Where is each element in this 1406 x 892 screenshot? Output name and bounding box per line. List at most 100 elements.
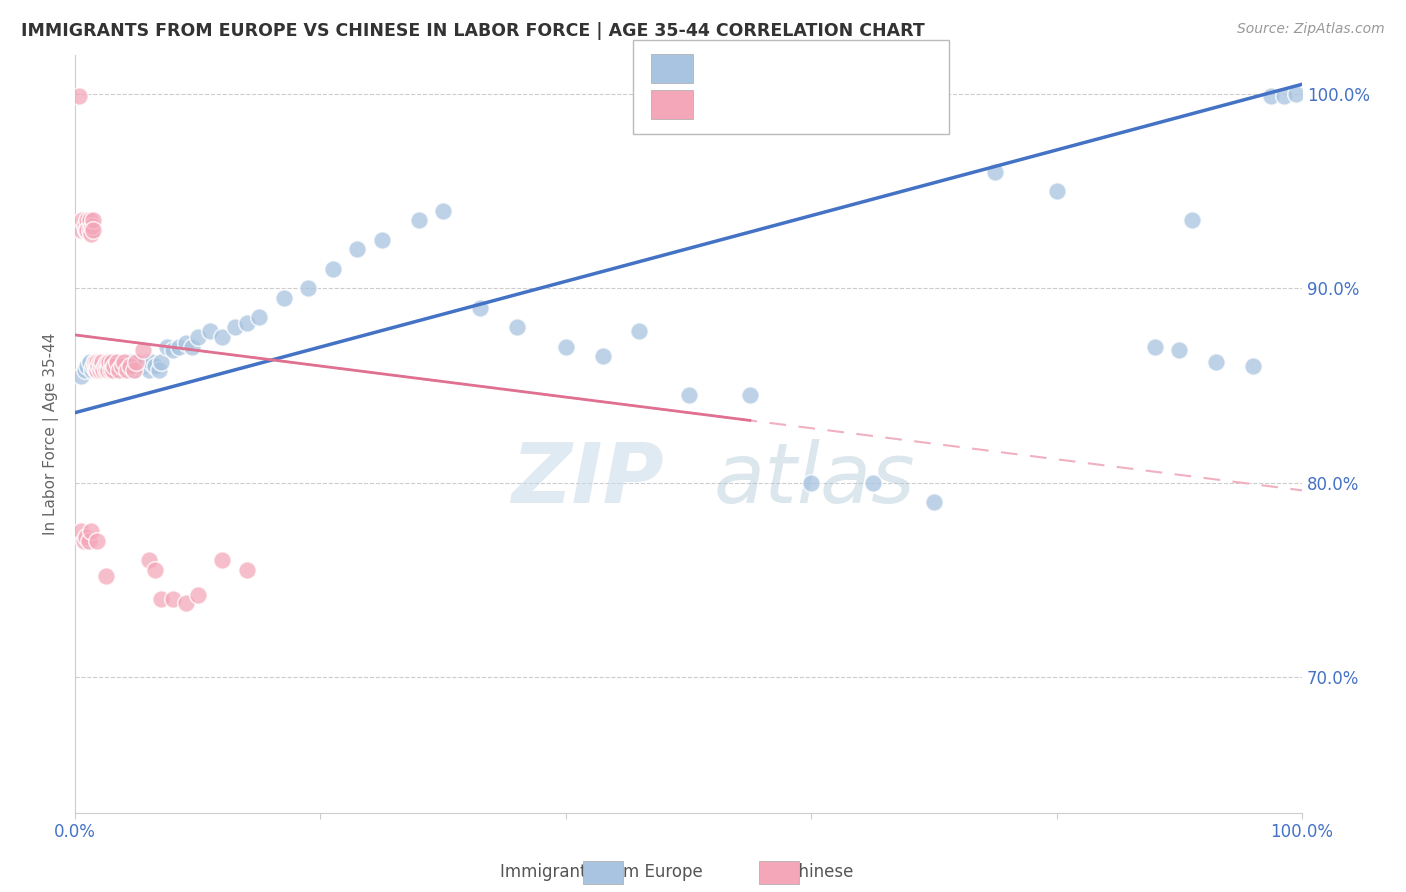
Point — [592, 349, 614, 363]
Point — [236, 563, 259, 577]
Point — [247, 310, 270, 325]
Point — [800, 475, 823, 490]
Point — [1046, 184, 1069, 198]
Point — [73, 533, 96, 548]
Point — [82, 223, 104, 237]
Point — [297, 281, 319, 295]
Point — [143, 563, 166, 577]
Point — [187, 588, 209, 602]
Text: R =  0.569   N = 67: R = 0.569 N = 67 — [703, 60, 887, 78]
Point — [149, 592, 172, 607]
Text: Source: ZipAtlas.com: Source: ZipAtlas.com — [1237, 22, 1385, 37]
Point — [83, 355, 105, 369]
Point — [125, 355, 148, 369]
Point — [86, 363, 108, 377]
Point — [76, 359, 98, 373]
Point — [115, 363, 138, 377]
Point — [84, 363, 107, 377]
Point — [174, 596, 197, 610]
Point — [224, 320, 246, 334]
Point — [101, 355, 124, 369]
Point — [138, 553, 160, 567]
Text: IMMIGRANTS FROM EUROPE VS CHINESE IN LABOR FORCE | AGE 35-44 CORRELATION CHART: IMMIGRANTS FROM EUROPE VS CHINESE IN LAB… — [21, 22, 925, 40]
Point — [211, 330, 233, 344]
Point — [122, 363, 145, 377]
Point — [98, 363, 121, 377]
Point — [115, 359, 138, 373]
Point — [1168, 343, 1191, 358]
Point — [90, 359, 112, 373]
Point — [107, 359, 129, 373]
Point — [89, 355, 111, 369]
Point — [211, 553, 233, 567]
Point — [984, 165, 1007, 179]
Point — [198, 324, 221, 338]
Point — [678, 388, 700, 402]
Point — [79, 223, 101, 237]
Point — [273, 291, 295, 305]
Point — [156, 340, 179, 354]
Point — [1260, 89, 1282, 103]
Point — [76, 213, 98, 227]
Text: ZIP: ZIP — [512, 439, 664, 520]
Point — [408, 213, 430, 227]
Point — [75, 530, 97, 544]
Point — [93, 359, 115, 373]
Point — [1143, 340, 1166, 354]
Point — [82, 363, 104, 377]
Point — [135, 355, 157, 369]
Point — [138, 363, 160, 377]
Point — [862, 475, 884, 490]
Point — [96, 355, 118, 369]
Point — [77, 533, 100, 548]
Point — [86, 533, 108, 548]
Point — [187, 330, 209, 344]
Point — [236, 316, 259, 330]
Point — [76, 223, 98, 237]
Point — [180, 340, 202, 354]
Point — [1272, 89, 1295, 103]
Text: Immigrants from Europe: Immigrants from Europe — [501, 863, 703, 881]
Point — [131, 343, 153, 358]
Point — [89, 363, 111, 377]
Point — [94, 355, 117, 369]
Y-axis label: In Labor Force | Age 35-44: In Labor Force | Age 35-44 — [44, 333, 59, 535]
Point — [91, 355, 114, 369]
Point — [112, 355, 135, 369]
Point — [141, 355, 163, 369]
Point — [91, 359, 114, 373]
Point — [120, 359, 142, 373]
Point — [103, 355, 125, 369]
Point — [72, 213, 94, 227]
Point — [174, 335, 197, 350]
Point — [554, 340, 576, 354]
Point — [101, 363, 124, 377]
Point — [125, 359, 148, 373]
Point — [98, 355, 121, 369]
Point — [111, 359, 134, 373]
Point — [100, 363, 122, 377]
Point — [94, 363, 117, 377]
Point — [108, 363, 131, 377]
Point — [70, 368, 93, 383]
Point — [628, 324, 651, 338]
Point — [1285, 87, 1308, 101]
Point — [371, 233, 394, 247]
Point — [70, 524, 93, 538]
Point — [97, 363, 120, 377]
Point — [79, 355, 101, 369]
Point — [1205, 355, 1227, 369]
Point — [73, 219, 96, 234]
Point — [738, 388, 761, 402]
Point — [82, 359, 104, 373]
Text: R = -0.136   N = 57: R = -0.136 N = 57 — [703, 95, 889, 113]
Point — [1241, 359, 1264, 373]
Point — [80, 227, 103, 241]
Point — [80, 524, 103, 538]
Point — [162, 343, 184, 358]
Point — [101, 359, 124, 373]
Text: atlas: atlas — [713, 439, 915, 520]
Point — [82, 219, 104, 234]
Point — [922, 495, 945, 509]
Point — [89, 355, 111, 369]
